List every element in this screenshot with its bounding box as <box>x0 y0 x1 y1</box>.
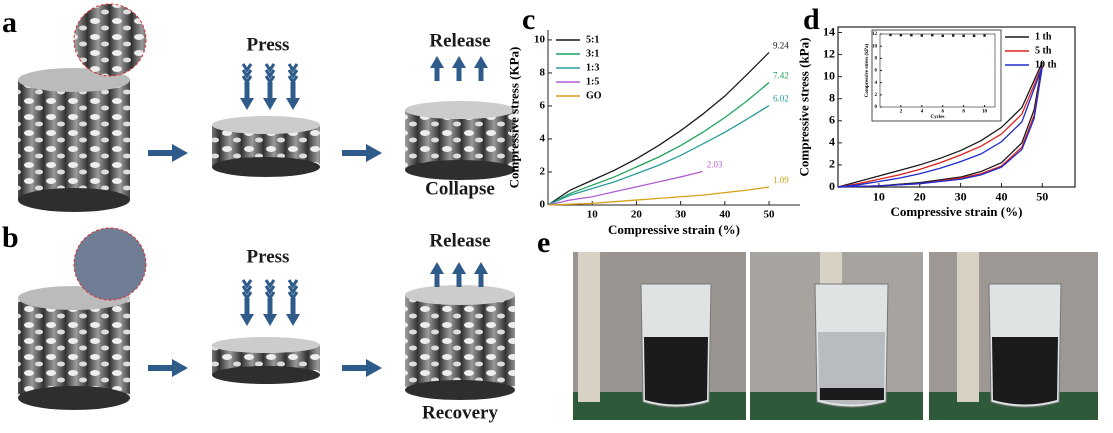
data-label: 2.03 <box>707 160 723 170</box>
point <box>920 34 924 37</box>
y-tick-label: 4 <box>829 135 835 149</box>
x-tick-label: 2 <box>900 110 903 115</box>
legend-label: 1:3 <box>586 62 599 73</box>
inset-box <box>871 29 1002 122</box>
y-tick-label: 12 <box>872 32 878 37</box>
x-axis-label: Cycles <box>931 115 945 120</box>
series-line <box>837 66 1043 188</box>
y-tick-label: 6 <box>875 69 878 74</box>
x-tick-label: 20 <box>914 190 926 204</box>
x-tick-label: 4 <box>921 110 924 115</box>
result-label: Collapse <box>425 178 495 199</box>
y-tick-label: 2 <box>540 166 546 178</box>
panel-label: c <box>522 3 535 36</box>
data-label: 9.24 <box>773 41 789 51</box>
y-tick-label: 0 <box>829 179 835 193</box>
x-tick-label: 40 <box>995 190 1007 204</box>
result-label: Recovery <box>422 402 498 423</box>
point <box>889 33 892 37</box>
legend-label: 5 th <box>1035 45 1052 56</box>
photos-e <box>573 252 1098 420</box>
release-label: Release <box>429 230 490 251</box>
data-label: 1.09 <box>773 175 789 185</box>
panel-label: b <box>2 221 19 254</box>
illustration-a <box>18 3 515 212</box>
y-axis-label: Compressive stress (KPa) <box>506 47 521 189</box>
point <box>951 34 955 37</box>
series-line <box>547 170 703 206</box>
legend-label: 1 th <box>1035 31 1052 42</box>
x-tick-label: 40 <box>719 208 731 220</box>
y-tick-label: 10 <box>823 68 835 82</box>
y-tick-label: 4 <box>540 132 546 144</box>
panel-label: d <box>803 3 820 36</box>
x-tick-label: 6 <box>941 110 944 115</box>
y-axis-label: Compressive stress (kPa) <box>865 43 870 97</box>
x-tick-label: 8 <box>962 110 965 115</box>
x-tick-label: 10 <box>982 110 988 115</box>
y-tick-label: 12 <box>823 46 835 60</box>
plot-frame <box>837 26 1076 188</box>
point <box>983 34 986 37</box>
panel-label: a <box>2 6 17 39</box>
y-tick-label: 2 <box>875 93 878 98</box>
x-tick-label: 50 <box>764 208 776 220</box>
y-tick-label: 4 <box>875 81 878 86</box>
series-line <box>837 62 1043 188</box>
y-tick-label: 6 <box>540 99 546 111</box>
press-label: Press <box>247 34 290 55</box>
legend-label: 1:5 <box>586 76 599 87</box>
x-axis-label: Compressive strain (%) <box>608 222 740 237</box>
point <box>972 34 976 38</box>
y-tick-label: 8 <box>829 90 835 104</box>
x-tick-label: 20 <box>631 208 643 220</box>
y-tick-label: 8 <box>540 66 546 78</box>
point <box>899 34 903 37</box>
y-tick-label: 10 <box>872 44 878 49</box>
x-tick-label: 10 <box>873 190 885 204</box>
point <box>931 34 934 37</box>
series-line <box>547 105 770 206</box>
series-line <box>547 51 770 206</box>
legend-label: 10 th <box>1035 59 1057 70</box>
legend-label: GO <box>586 90 602 101</box>
x-tick-label: 10 <box>587 208 599 220</box>
legend-label: 5:1 <box>586 34 599 45</box>
y-tick-label: 10 <box>534 33 546 45</box>
y-axis-label: Compressive stress (kPa) <box>796 38 811 177</box>
release-label: Release <box>429 30 490 51</box>
data-label: 7.42 <box>773 71 789 81</box>
series-line <box>547 186 770 206</box>
panel-label: e <box>537 226 550 259</box>
y-tick-label: 2 <box>829 157 835 171</box>
y-tick-label: 0 <box>875 105 878 110</box>
series-line <box>837 65 1043 188</box>
data-label: 6.02 <box>773 94 789 104</box>
point <box>941 34 944 38</box>
x-tick-label: 30 <box>955 190 967 204</box>
x-tick-label: 50 <box>1036 190 1048 204</box>
series-line <box>547 82 770 206</box>
x-tick-label: 30 <box>675 208 687 220</box>
point <box>910 34 913 37</box>
y-tick-label: 6 <box>829 113 835 127</box>
illustration-b <box>18 227 515 410</box>
x-axis-label: Compressive strain (%) <box>891 204 1023 219</box>
legend-label: 3:1 <box>586 48 599 59</box>
point <box>962 34 965 38</box>
y-tick-label: 8 <box>875 56 878 61</box>
y-tick-label: 0 <box>540 199 546 211</box>
y-tick-label: 14 <box>823 24 835 38</box>
press-label: Press <box>247 246 290 267</box>
